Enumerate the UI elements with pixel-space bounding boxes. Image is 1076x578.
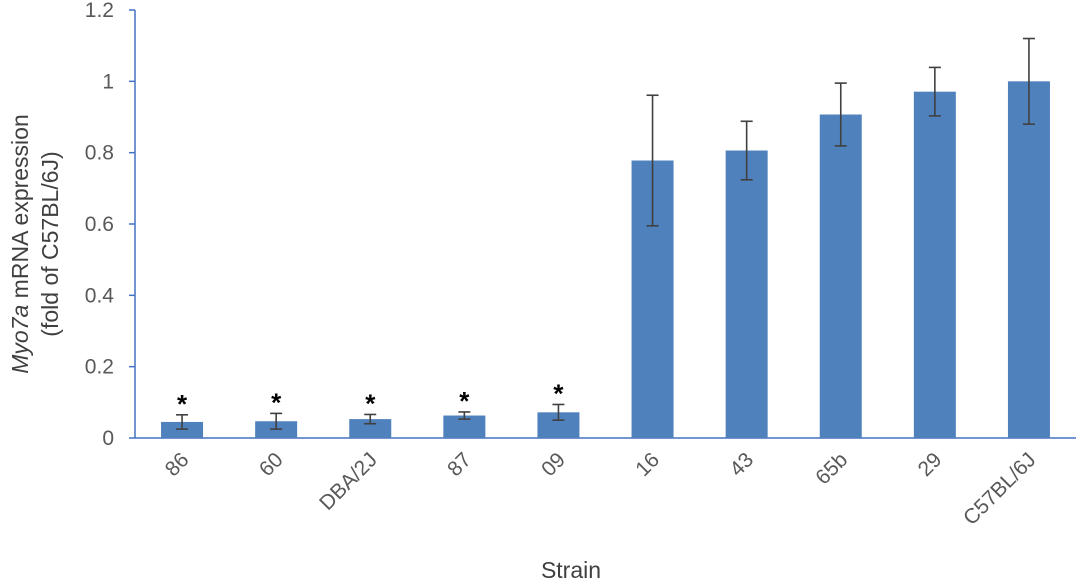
x-tick-label: 16 [631,448,664,481]
y-axis-title-gene: Myo7a [7,305,33,374]
x-tick-label: 29 [914,448,947,481]
significance-star: * [177,389,188,419]
significance-star: * [365,388,376,418]
y-tick-label: 0.4 [85,284,115,307]
y-axis-title-rest: mRNA expression [7,114,33,304]
bar [725,150,768,438]
y-tick-label: 1 [102,70,114,93]
significance-star: * [553,378,564,408]
error-bars [176,37,1035,430]
x-tick-label: DBA/2J [315,448,382,515]
x-tick-label: 87 [443,448,476,481]
bar [1007,81,1050,438]
significance-star: * [271,387,282,417]
y-tick-label: 0.8 [85,142,114,165]
y-tick-label: 0.6 [85,213,114,236]
x-tick-label: 65b [811,448,852,489]
x-tick-label: 60 [255,448,288,481]
bar [349,419,392,438]
y-axis: 0 0.2 0.4 0.6 0.8 1 1.2 [85,0,136,450]
x-tick-label: 86 [161,448,194,481]
y-tick-label: 1.2 [85,0,114,22]
y-axis-title-line1: Myo7a mRNA expression [7,114,33,374]
bar [819,114,862,439]
y-tick-label: 0 [102,427,114,450]
bar [443,415,486,438]
y-tick-label: 0.2 [85,356,114,379]
significance-markers: * * * * * [177,378,564,418]
y-axis-title-line2: (fold of C57BL/6J) [37,151,63,336]
x-tick-label: 43 [725,448,758,481]
x-axis: 86 60 DBA/2J 87 09 16 43 65b 29 C57BL/6J [135,437,1076,530]
x-tick-label: C57BL/6J [959,448,1040,529]
bars [161,81,1050,439]
bar [913,91,956,438]
x-axis-title: Strain [541,557,601,578]
bar [161,421,204,438]
x-tick-label: 09 [537,448,570,481]
significance-star: * [459,386,470,416]
